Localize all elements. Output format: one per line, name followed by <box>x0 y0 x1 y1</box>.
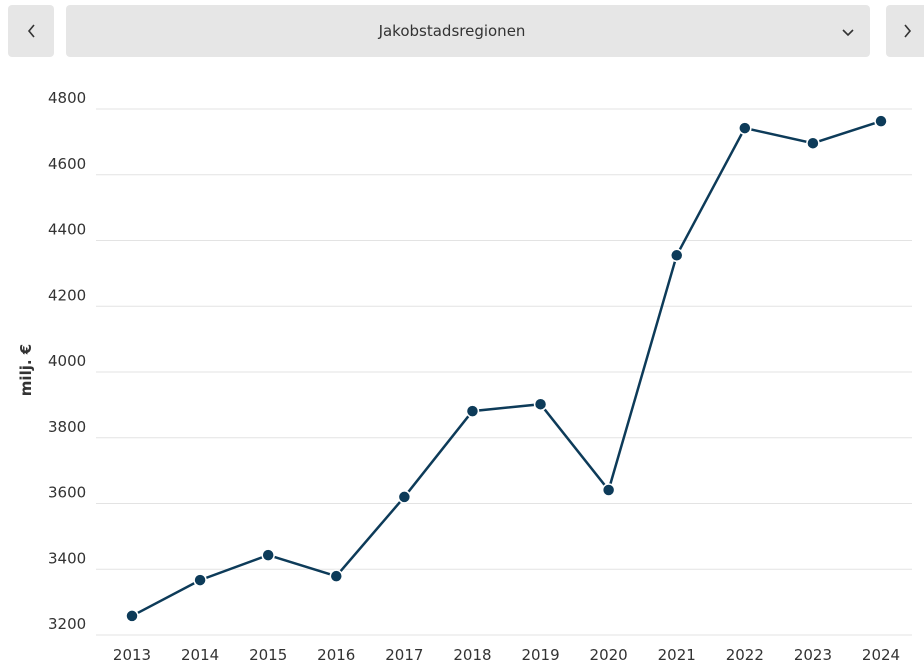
x-tick-label: 2016 <box>317 646 355 663</box>
y-tick-label: 4600 <box>48 155 86 173</box>
dropdown-label[interactable]: Jakobstadsregionen <box>378 22 526 40</box>
y-tick-label: 4800 <box>48 89 86 107</box>
x-tick-label: 2014 <box>181 646 219 663</box>
prev-button-bg[interactable] <box>8 5 54 57</box>
x-tick-label: 2017 <box>385 646 423 663</box>
y-tick-label: 4200 <box>48 286 86 304</box>
y-tick-label: 3200 <box>48 615 86 633</box>
y-axis-label: milj. € <box>17 344 35 396</box>
data-point <box>329 569 344 583</box>
x-tick-label: 2015 <box>249 646 287 663</box>
x-tick-label: 2021 <box>658 646 696 663</box>
x-tick-label: 2024 <box>862 646 900 663</box>
data-point <box>261 548 275 562</box>
data-point <box>806 136 820 150</box>
x-tick-label: 2018 <box>453 646 491 663</box>
data-point <box>397 490 412 504</box>
x-tick-label: 2023 <box>794 646 832 663</box>
prev-icon[interactable] <box>27 24 35 38</box>
data-point <box>193 573 207 587</box>
data-point <box>738 121 752 135</box>
dropdown-bg[interactable] <box>66 5 870 57</box>
region-dropdown[interactable]: Jakobstadsregionen <box>66 5 870 57</box>
y-tick-label: 3400 <box>48 549 86 567</box>
data-point <box>465 404 480 418</box>
next-button-bg[interactable] <box>886 5 924 57</box>
data-point <box>601 483 616 497</box>
y-tick-label: 4400 <box>48 221 86 239</box>
series-line <box>131 119 882 618</box>
dropdown-icon[interactable] <box>842 29 854 37</box>
data-point <box>125 609 139 623</box>
data-point <box>669 248 684 263</box>
data-point <box>874 114 888 128</box>
prev-button[interactable] <box>8 5 54 57</box>
next-button[interactable] <box>886 5 924 57</box>
y-tick-label: 4000 <box>48 352 86 370</box>
x-tick-label: 2020 <box>590 646 628 663</box>
next-icon[interactable] <box>904 24 912 38</box>
x-tick-label: 2013 <box>113 646 151 663</box>
x-tick-label: 2019 <box>521 646 559 663</box>
y-tick-label: 3800 <box>48 418 86 436</box>
x-tick-label: 2022 <box>726 646 764 663</box>
data-point <box>533 397 548 411</box>
y-tick-label: 3600 <box>48 484 86 502</box>
